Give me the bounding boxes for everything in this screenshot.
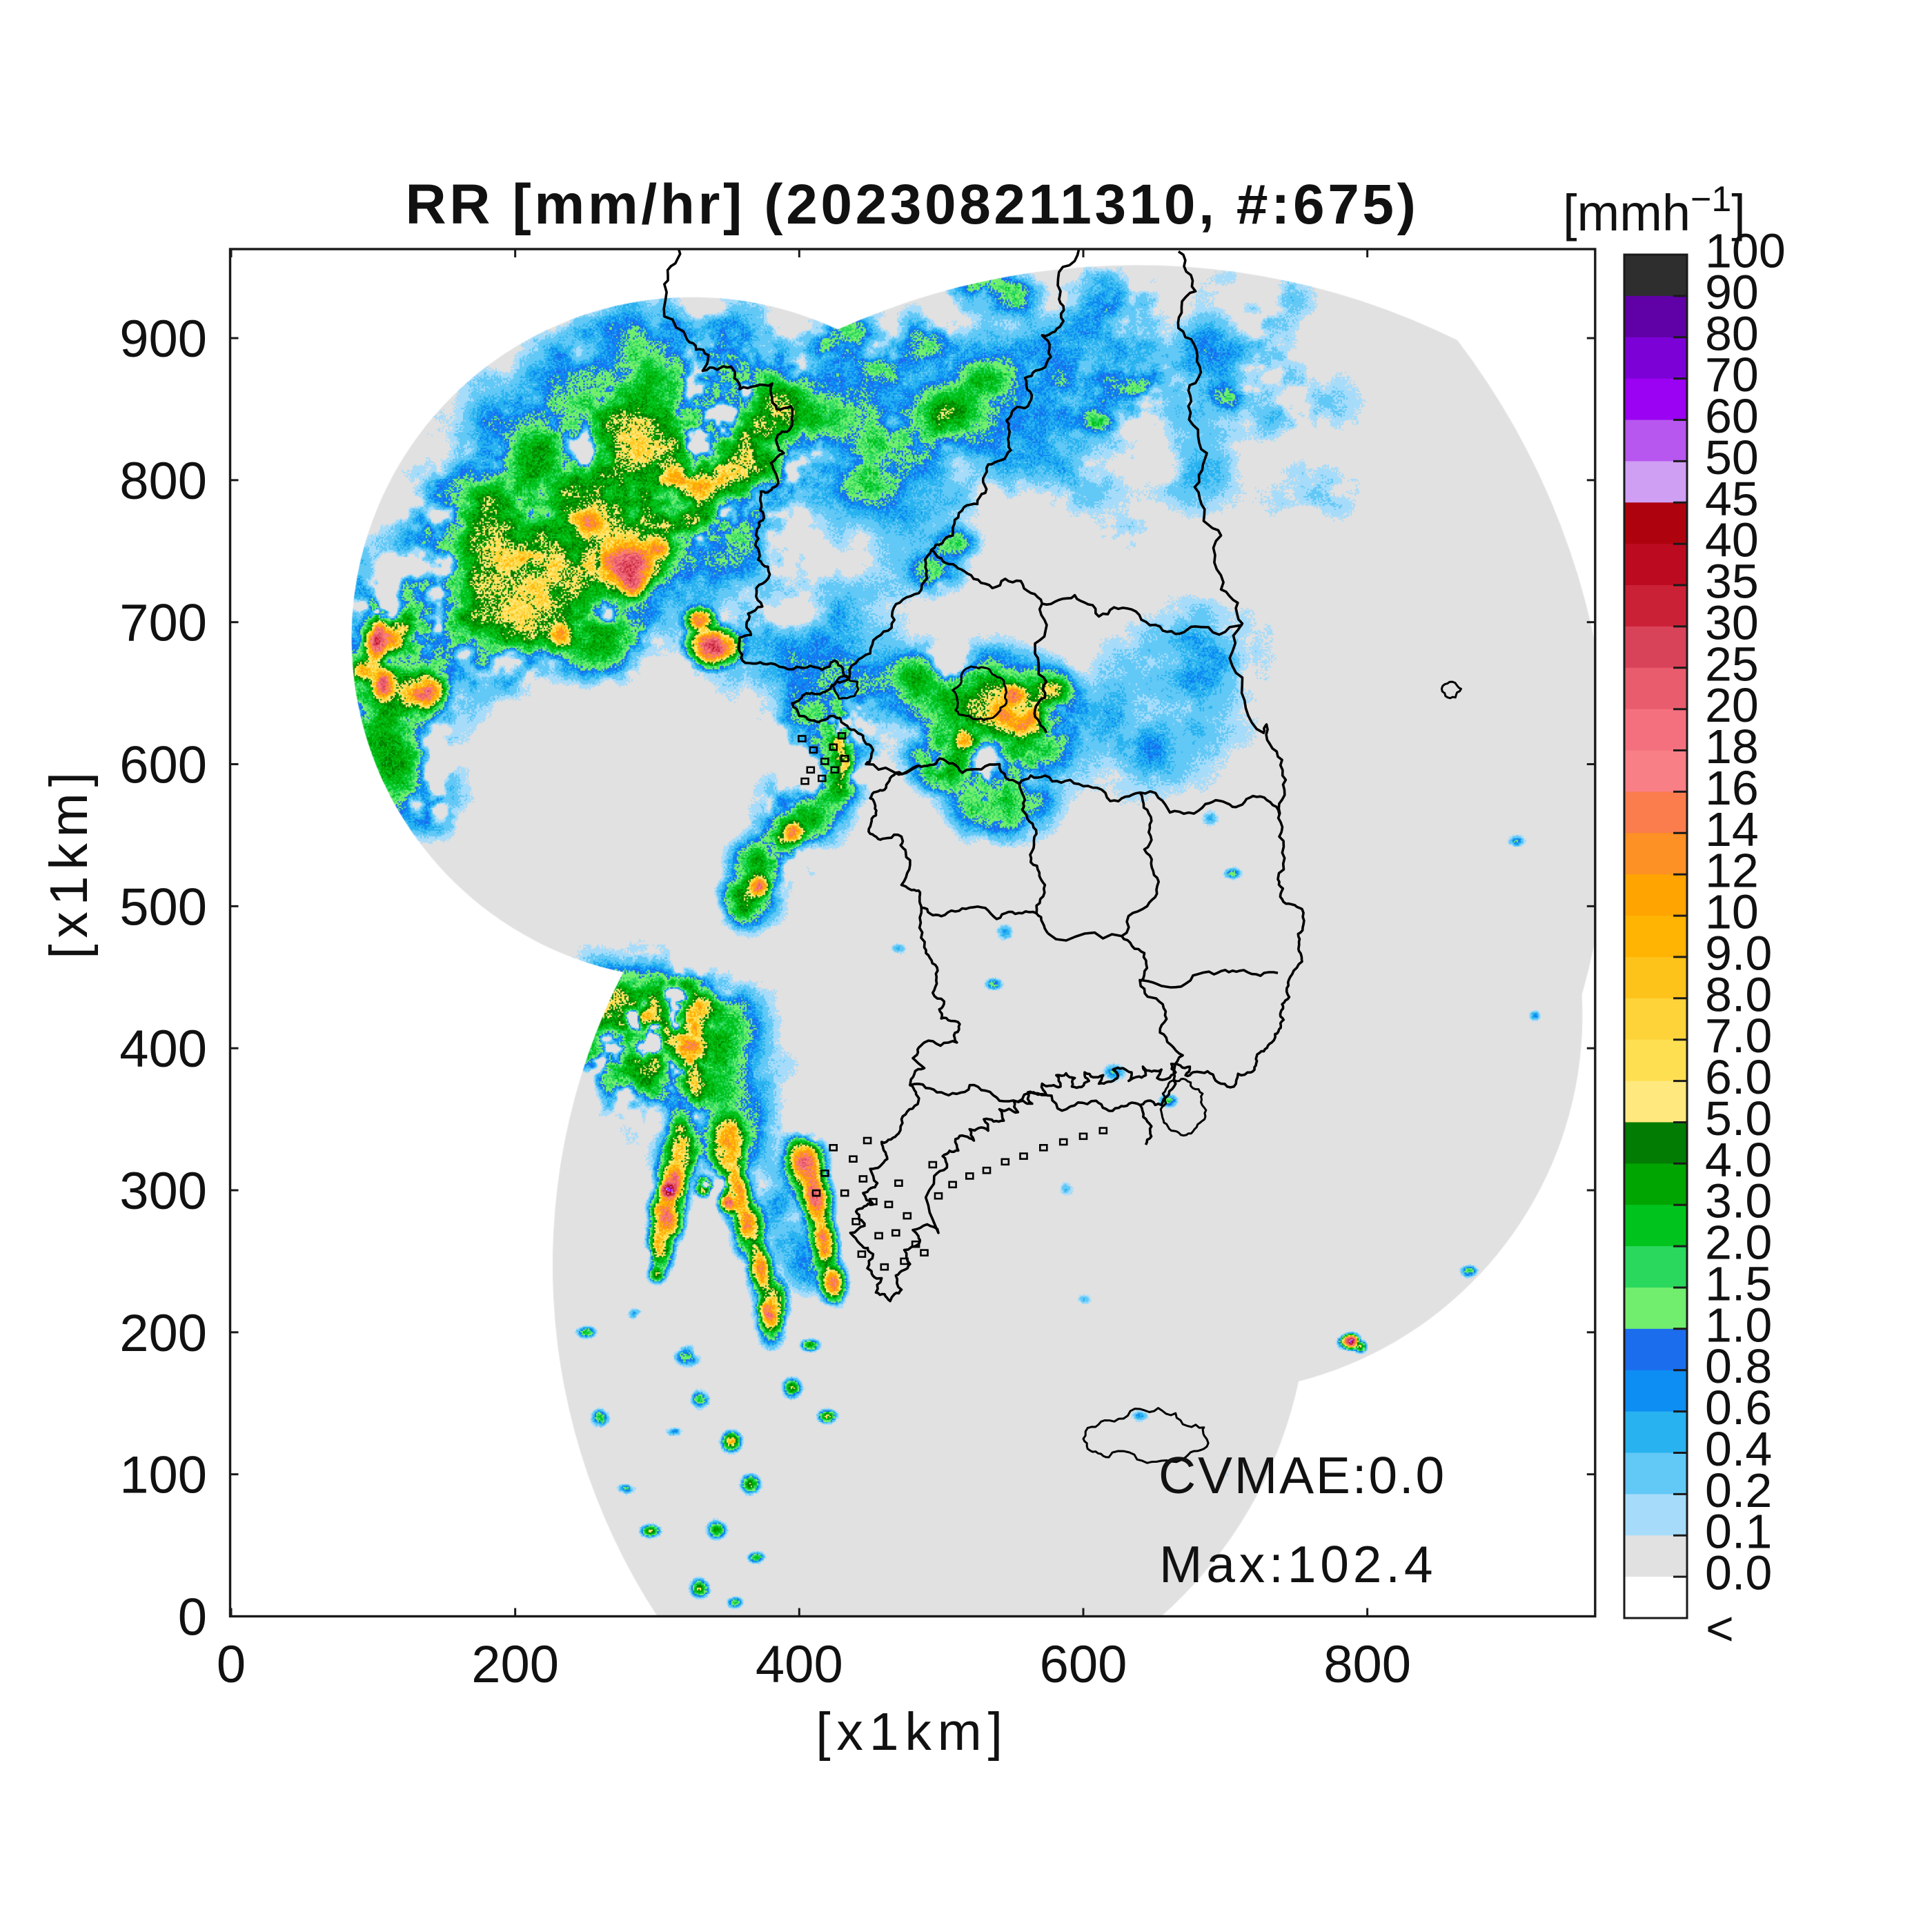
svg-text:300: 300 bbox=[119, 1162, 207, 1221]
svg-text:40: 40 bbox=[1705, 513, 1759, 567]
svg-text:[x1km]: [x1km] bbox=[816, 1702, 1009, 1762]
svg-text:600: 600 bbox=[119, 736, 207, 795]
svg-text:600: 600 bbox=[1040, 1635, 1127, 1694]
svg-text:8.0: 8.0 bbox=[1705, 967, 1772, 1021]
svg-text:1.0: 1.0 bbox=[1705, 1298, 1772, 1352]
svg-text:200: 200 bbox=[119, 1304, 207, 1363]
svg-text:0.6: 0.6 bbox=[1705, 1381, 1772, 1435]
svg-text:45: 45 bbox=[1705, 472, 1759, 526]
svg-text:9.0: 9.0 bbox=[1705, 926, 1772, 980]
svg-text:<: < bbox=[1706, 1601, 1734, 1655]
svg-text:20: 20 bbox=[1705, 678, 1759, 732]
svg-text:[x1km]: [x1km] bbox=[39, 766, 99, 959]
svg-text:70: 70 bbox=[1705, 348, 1759, 402]
svg-text:16: 16 bbox=[1705, 761, 1759, 815]
svg-text:Max:102.4: Max:102.4 bbox=[1159, 1535, 1437, 1593]
svg-text:6.0: 6.0 bbox=[1705, 1050, 1772, 1104]
svg-text:0.4: 0.4 bbox=[1705, 1422, 1772, 1476]
svg-text:30: 30 bbox=[1705, 595, 1759, 649]
svg-text:0.8: 0.8 bbox=[1705, 1339, 1772, 1393]
svg-text:800: 800 bbox=[1323, 1635, 1411, 1694]
svg-text:4.0: 4.0 bbox=[1705, 1133, 1772, 1187]
svg-text:700: 700 bbox=[119, 594, 207, 653]
svg-text:0: 0 bbox=[217, 1635, 246, 1694]
svg-text:35: 35 bbox=[1705, 555, 1759, 609]
svg-text:900: 900 bbox=[119, 310, 207, 368]
svg-text:50: 50 bbox=[1705, 431, 1759, 484]
svg-text:7.0: 7.0 bbox=[1705, 1009, 1772, 1063]
svg-text:400: 400 bbox=[756, 1635, 843, 1694]
svg-text:2.0: 2.0 bbox=[1705, 1216, 1772, 1270]
svg-text:0.0: 0.0 bbox=[1705, 1546, 1772, 1600]
svg-text:3.0: 3.0 bbox=[1705, 1174, 1772, 1228]
svg-text:0: 0 bbox=[178, 1588, 207, 1647]
svg-text:5.0: 5.0 bbox=[1705, 1092, 1772, 1145]
svg-text:[mmh−1]: [mmh−1] bbox=[1563, 179, 1746, 241]
svg-text:60: 60 bbox=[1705, 389, 1759, 443]
svg-text:12: 12 bbox=[1705, 844, 1759, 898]
svg-text:400: 400 bbox=[119, 1020, 207, 1078]
svg-text:14: 14 bbox=[1705, 802, 1759, 856]
svg-text:0.2: 0.2 bbox=[1705, 1463, 1772, 1517]
svg-text:100: 100 bbox=[119, 1446, 207, 1505]
svg-text:80: 80 bbox=[1705, 306, 1759, 360]
svg-text:10: 10 bbox=[1705, 885, 1759, 939]
svg-text:CVMAE:0.0: CVMAE:0.0 bbox=[1159, 1446, 1446, 1504]
svg-text:1.5: 1.5 bbox=[1705, 1256, 1772, 1310]
svg-text:800: 800 bbox=[119, 452, 207, 511]
svg-text:RR [mm/hr] (202308211310, #:67: RR [mm/hr] (202308211310, #:675) bbox=[405, 173, 1419, 236]
svg-text:100: 100 bbox=[1705, 224, 1786, 278]
svg-text:500: 500 bbox=[119, 878, 207, 936]
svg-text:200: 200 bbox=[471, 1635, 559, 1694]
svg-text:18: 18 bbox=[1705, 720, 1759, 773]
svg-text:90: 90 bbox=[1705, 265, 1759, 319]
svg-text:25: 25 bbox=[1705, 637, 1759, 691]
svg-text:0.1: 0.1 bbox=[1705, 1505, 1772, 1559]
